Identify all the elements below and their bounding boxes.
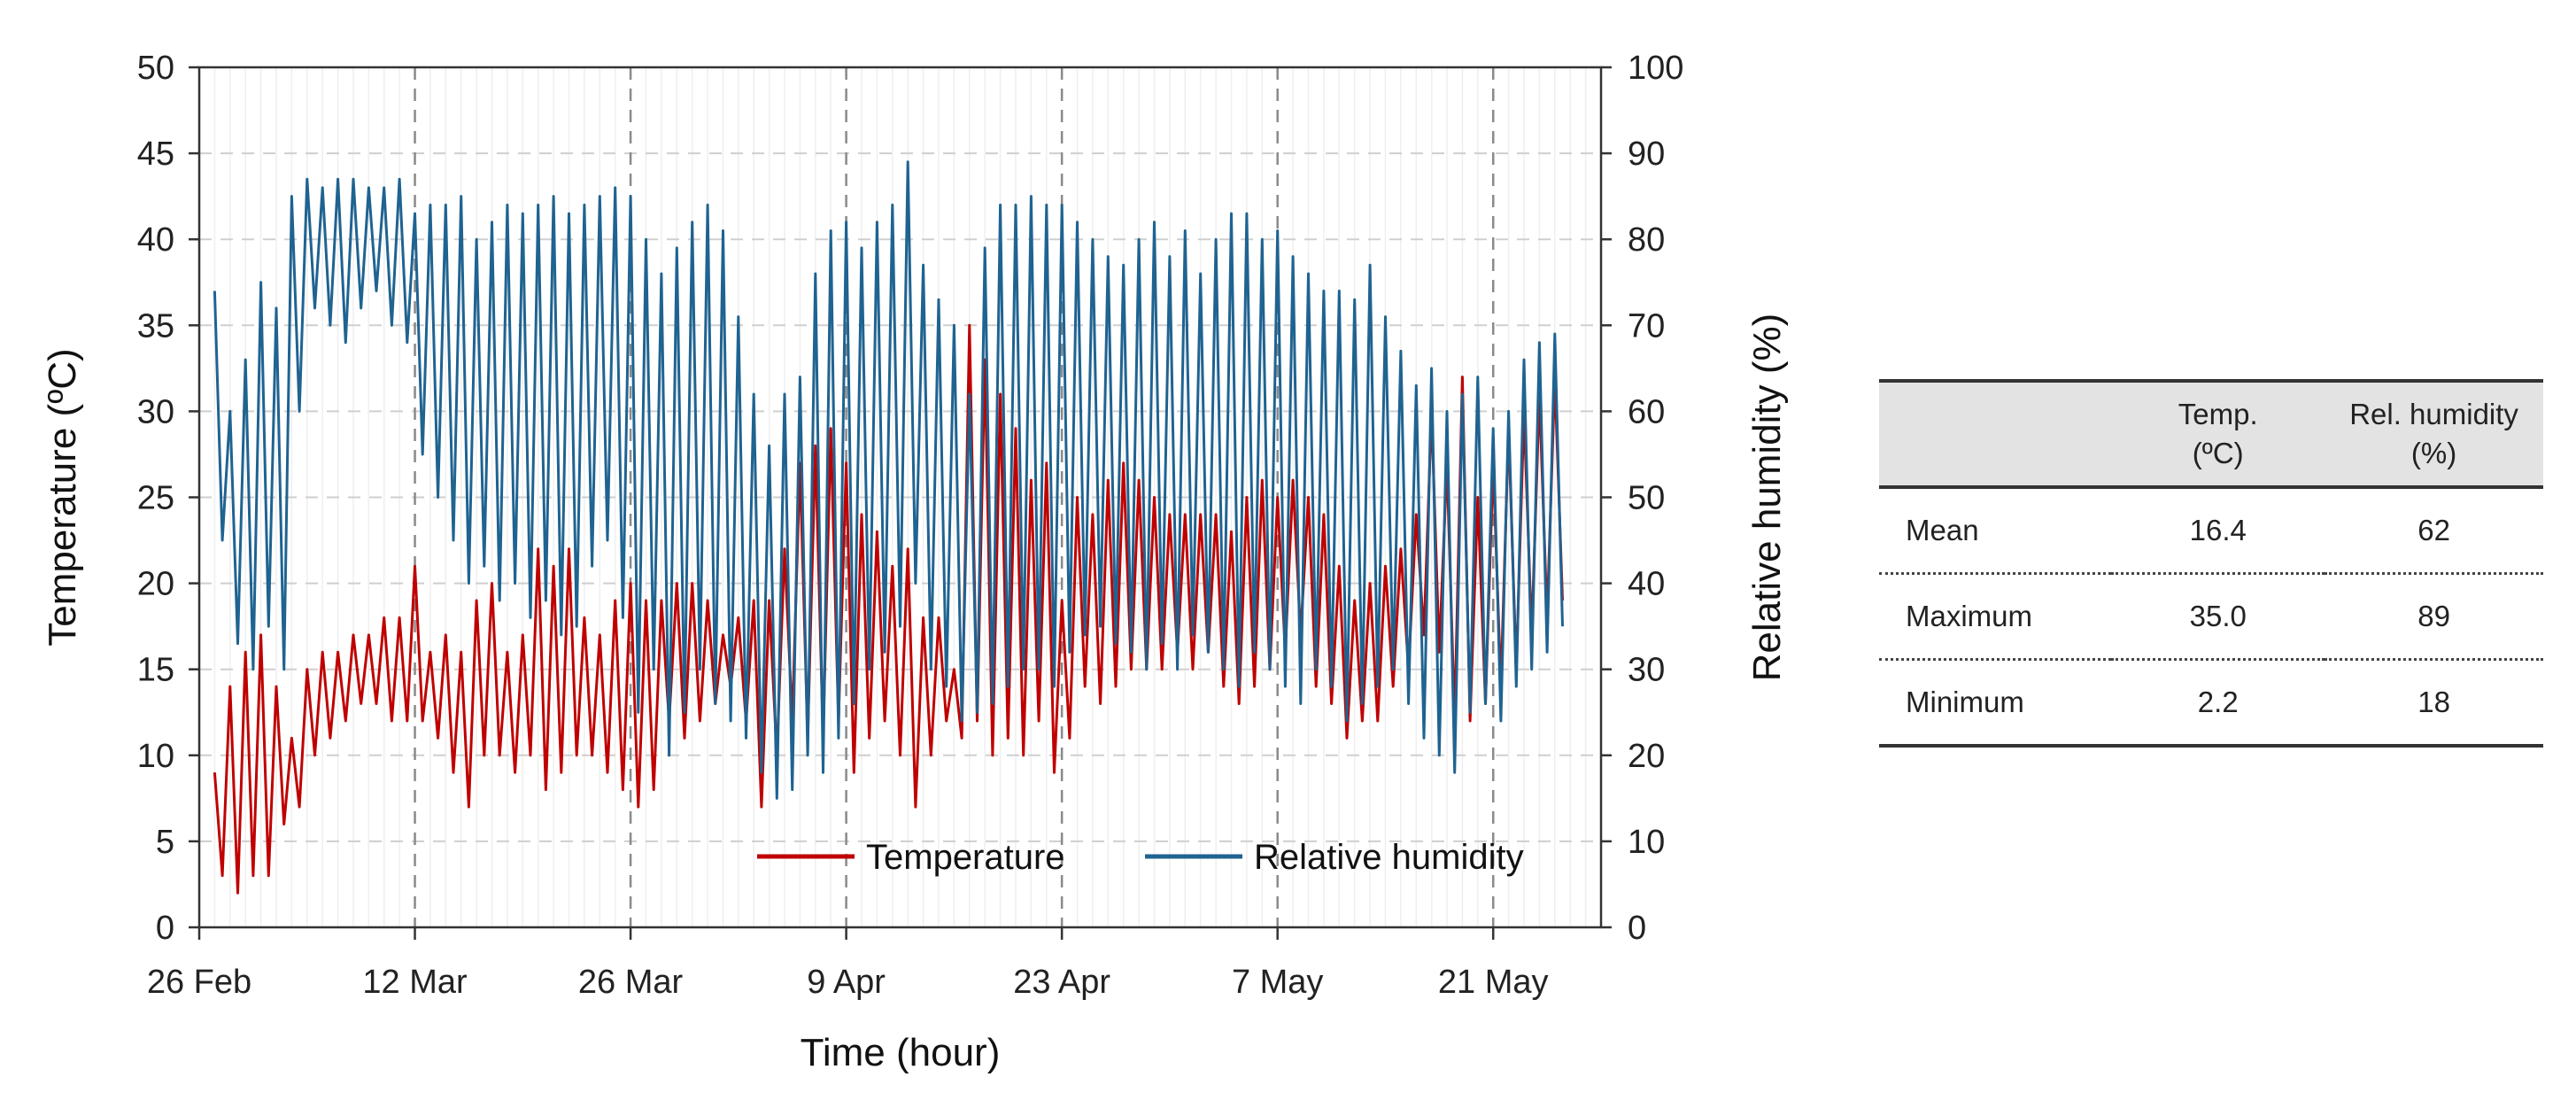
- legend-relative-humidity-label: Relative humidity: [1254, 838, 1524, 877]
- x-tick-label: 21 May: [1438, 964, 1549, 1001]
- y-axis-left-title: Temperature (ºC): [41, 348, 84, 646]
- header-temperature-line1: Temp.: [2178, 398, 2258, 430]
- humidity-value: 89: [2417, 600, 2450, 632]
- y-right-tick-label: 60: [1628, 393, 1665, 430]
- x-tick-label: 26 Mar: [578, 964, 684, 1001]
- y-left-tick-label: 5: [156, 824, 174, 861]
- table-row-mean: Mean 16.4 62: [1879, 487, 2543, 574]
- y-left-tick-label: 35: [137, 307, 174, 345]
- y-right-tick-label: 10: [1628, 824, 1665, 861]
- y-right-tick-label: 80: [1628, 221, 1665, 259]
- y-axis-right-title: Relative humidity (%): [1745, 314, 1789, 682]
- temperature-series-line: [213, 323, 1564, 895]
- series-layer: [213, 160, 1564, 895]
- grid: [199, 67, 1601, 927]
- temperature-value: 16.4: [2189, 514, 2247, 546]
- summary-statistics-table: Temp. (ºC) Rel. humidity (%) Mean 16.4 6…: [1879, 379, 2543, 748]
- humidity-value: 62: [2417, 514, 2450, 546]
- temperature-value: 2.2: [2197, 686, 2239, 718]
- y-right-tick-label: 40: [1628, 566, 1665, 603]
- y-left-tick-label: 15: [137, 652, 174, 689]
- y-left-tick-label: 45: [137, 136, 174, 173]
- legend-temperature-label: Temperature: [866, 838, 1065, 877]
- row-label: Maximum: [1906, 600, 2033, 632]
- y-left-tick-label: 20: [137, 566, 174, 603]
- table-row-maximum: Maximum 35.0 89: [1879, 574, 2543, 660]
- header-blank: [1879, 381, 2111, 487]
- y-right-tick-label: 20: [1628, 738, 1665, 775]
- x-axis-title: Time (hour): [801, 1031, 1001, 1074]
- legend: Temperature Relative humidity: [757, 838, 1524, 877]
- header-temperature-line2: (ºC): [2192, 437, 2244, 469]
- axis-ticks: 0 0 5 10 10 20 15 30 20 40 25 50 30 60 35 70 40 80 45 90 50 1…: [137, 50, 1684, 1001]
- relative-humidity-series-line: [213, 160, 1564, 800]
- y-right-tick-label: 90: [1628, 136, 1665, 173]
- x-tick-label: 12 Mar: [362, 964, 468, 1001]
- y-left-tick-label: 50: [137, 50, 174, 87]
- y-left-tick-label: 40: [137, 221, 174, 259]
- y-right-tick-label: 30: [1628, 652, 1665, 689]
- temperature-value: 35.0: [2189, 600, 2247, 632]
- header-temperature: Temp. (ºC): [2111, 381, 2325, 487]
- header-humidity-line2: (%): [2410, 437, 2457, 469]
- row-label: Mean: [1906, 514, 1979, 546]
- x-tick-label: 23 Apr: [1013, 964, 1110, 1001]
- x-tick-label: 9 Apr: [807, 964, 886, 1001]
- y-right-tick-label: 50: [1628, 480, 1665, 517]
- header-humidity: Rel. humidity (%): [2325, 381, 2543, 487]
- table-row-minimum: Minimum 2.2 18: [1879, 660, 2543, 746]
- x-tick-label: 7 May: [1232, 964, 1323, 1001]
- header-humidity-line1: Rel. humidity: [2349, 398, 2518, 430]
- row-label: Minimum: [1906, 686, 2024, 718]
- x-tick-label: 26 Feb: [147, 964, 251, 1001]
- table-header: Temp. (ºC) Rel. humidity (%): [1879, 381, 2543, 487]
- table-header-row: Temp. (ºC) Rel. humidity (%): [1879, 381, 2543, 487]
- y-left-tick-label: 0: [156, 910, 174, 947]
- y-right-tick-label: 0: [1628, 910, 1646, 947]
- y-left-tick-label: 30: [137, 393, 174, 430]
- y-right-tick-label: 100: [1628, 50, 1683, 87]
- y-left-tick-label: 10: [137, 738, 174, 775]
- y-left-tick-label: 25: [137, 480, 174, 517]
- plot-background: [199, 67, 1601, 927]
- y-right-tick-label: 70: [1628, 307, 1665, 345]
- humidity-value: 18: [2417, 686, 2450, 718]
